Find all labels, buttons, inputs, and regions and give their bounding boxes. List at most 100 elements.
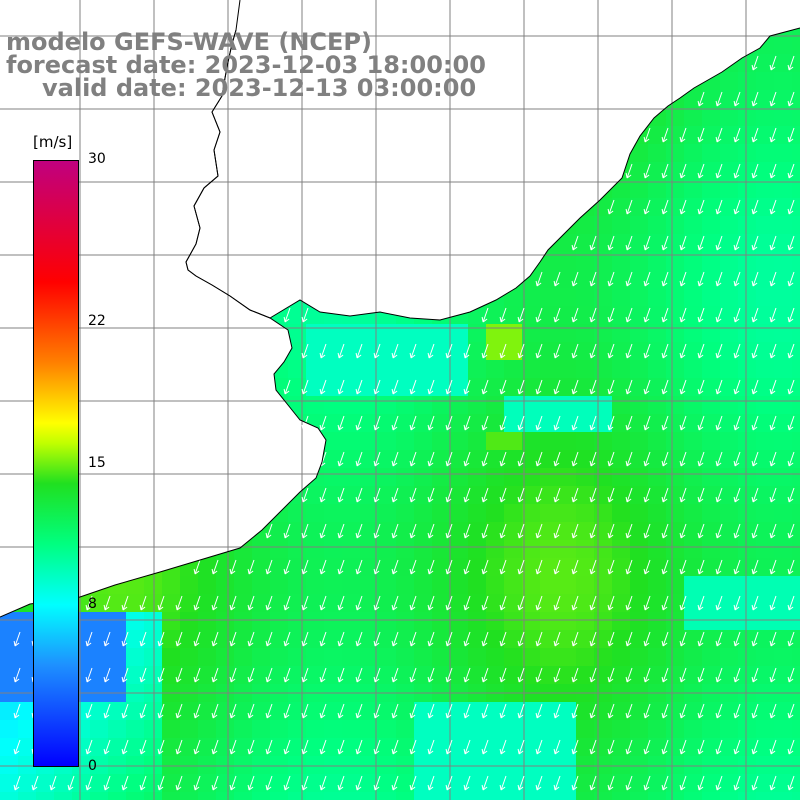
wind-arrow <box>157 667 165 683</box>
wind-arrow <box>769 667 777 683</box>
wind-speed-cell <box>720 162 739 181</box>
wind-speed-cell <box>540 558 559 577</box>
wind-speed-cell <box>756 270 775 289</box>
wind-speed-cell <box>774 720 793 739</box>
wind-speed-cell <box>630 504 649 523</box>
wind-speed-cell <box>108 594 127 613</box>
wind-speed-cell <box>486 450 505 469</box>
wind-speed-cell <box>450 342 469 361</box>
wind-speed-cell <box>342 792 361 800</box>
wind-speed-cell <box>738 126 757 145</box>
wind-speed-cell <box>774 504 793 523</box>
wind-speed-cell <box>738 720 757 739</box>
wind-arrow <box>499 559 507 575</box>
wind-arrow <box>571 559 579 575</box>
wind-speed-cell <box>324 486 343 505</box>
wind-speed-cell <box>558 288 577 307</box>
wind-speed-cell <box>594 666 613 685</box>
wind-speed-cell <box>432 576 451 595</box>
wind-speed-cell <box>594 702 613 721</box>
wind-speed-cell <box>414 360 433 379</box>
wind-arrow <box>715 163 723 179</box>
wind-speed-cell <box>0 648 19 667</box>
wind-arrow <box>499 415 507 431</box>
wind-arrow <box>265 667 273 683</box>
wind-arrow <box>427 631 435 647</box>
wind-speed-cell <box>378 702 397 721</box>
wind-arrow <box>337 343 345 359</box>
wind-speed-cell <box>180 576 199 595</box>
wind-speed-cell <box>216 702 235 721</box>
wind-speed-cell <box>378 342 397 361</box>
wind-speed-cell <box>756 540 775 559</box>
wind-arrow <box>697 703 705 719</box>
wind-speed-cell <box>720 486 739 505</box>
wind-arrow <box>211 739 219 755</box>
wind-speed-cell <box>396 594 415 613</box>
wind-speed-cell <box>162 720 181 739</box>
wind-arrow <box>193 739 201 755</box>
wind-speed-cell <box>792 270 800 289</box>
wind-speed-cell <box>504 540 523 559</box>
wind-speed-cell <box>648 666 667 685</box>
wind-speed-cell <box>522 612 541 631</box>
wind-arrow <box>301 667 309 683</box>
wind-arrow <box>715 235 723 251</box>
wind-speed-cell <box>324 576 343 595</box>
wind-arrow <box>481 739 489 755</box>
wind-speed-cell <box>90 612 109 631</box>
wind-speed-cell <box>324 378 343 397</box>
wind-speed-cell <box>792 54 800 73</box>
wind-speed-cell <box>774 450 793 469</box>
wind-speed-cell <box>450 396 469 415</box>
wind-arrow <box>211 595 219 611</box>
wind-arrow <box>517 595 525 611</box>
wind-speed-cell <box>360 774 379 793</box>
wind-arrow <box>643 595 651 611</box>
colorbar-tick-label: 22 <box>88 312 106 329</box>
wind-arrow <box>499 595 507 611</box>
wind-speed-cell <box>450 558 469 577</box>
wind-speed-cell <box>360 612 379 631</box>
wind-speed-cell <box>738 54 757 73</box>
wind-arrow <box>175 631 183 647</box>
wind-speed-cell <box>720 90 739 109</box>
wind-speed-cell <box>648 504 667 523</box>
wind-arrow <box>175 739 183 755</box>
wind-speed-cell <box>594 756 613 775</box>
wind-speed-cell <box>180 594 199 613</box>
wind-speed-cell <box>522 396 541 415</box>
wind-arrow <box>355 343 363 359</box>
wind-arrow <box>301 379 309 395</box>
wind-speed-cell <box>612 396 631 415</box>
wind-speed-cell <box>576 468 595 487</box>
wind-speed-cell <box>540 522 559 541</box>
wind-arrow <box>499 703 507 719</box>
wind-speed-cell <box>756 72 775 91</box>
wind-speed-cell <box>792 486 800 505</box>
wind-arrow <box>679 199 687 215</box>
wind-speed-cell <box>756 162 775 181</box>
wind-speed-cell <box>270 630 289 649</box>
wind-speed-cell <box>306 486 325 505</box>
wind-speed-cell <box>612 576 631 595</box>
wind-speed-cell <box>684 468 703 487</box>
wind-speed-cell <box>378 504 397 523</box>
wind-speed-cell <box>756 54 775 73</box>
wind-speed-cell <box>594 216 613 235</box>
wind-speed-cell <box>90 774 109 793</box>
wind-arrow <box>337 775 345 791</box>
wind-speed-cell <box>792 594 800 613</box>
wind-speed-cell <box>486 792 505 800</box>
wind-arrow <box>733 235 741 251</box>
wind-speed-cell <box>792 126 800 145</box>
wind-speed-cell <box>90 594 109 613</box>
wind-arrow <box>373 343 381 359</box>
wind-speed-cell <box>180 630 199 649</box>
wind-speed-cell <box>720 756 739 775</box>
wind-speed-cell <box>414 324 433 343</box>
wind-arrow <box>787 739 795 755</box>
wind-speed-cell <box>216 612 235 631</box>
wind-speed-cell <box>450 504 469 523</box>
wind-arrow <box>499 667 507 683</box>
